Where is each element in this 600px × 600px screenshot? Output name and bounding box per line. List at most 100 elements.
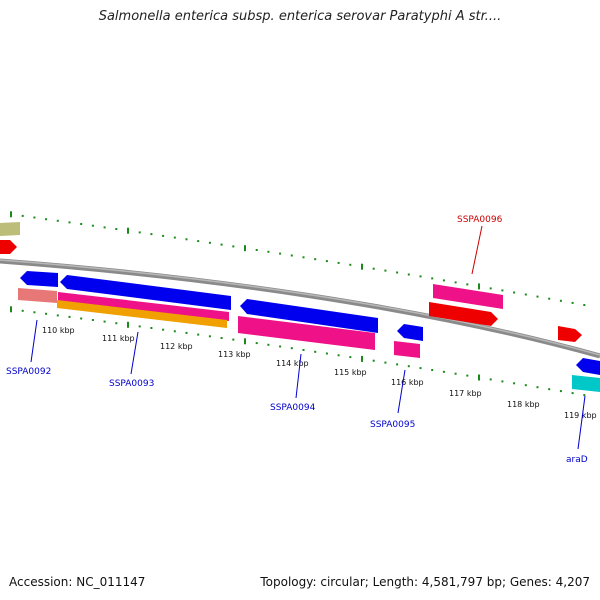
ruler-minor-tick bbox=[314, 258, 317, 261]
ruler-minor-tick bbox=[91, 319, 94, 321]
ruler-minor-tick bbox=[267, 250, 270, 253]
ruler-minor-tick bbox=[162, 328, 165, 331]
ruler-tick-label: 117 kbp bbox=[449, 389, 482, 398]
ruler-minor-tick bbox=[220, 337, 223, 339]
gene-label-sspa0093[interactable]: SSPA0093 bbox=[109, 379, 154, 389]
gene-feature-olive[interactable] bbox=[0, 222, 20, 236]
ruler-minor-tick bbox=[419, 367, 422, 370]
ruler-minor-tick bbox=[290, 347, 293, 350]
gene-label-sspa0092[interactable]: SSPA0092 bbox=[6, 367, 51, 377]
ruler-major-tick bbox=[361, 355, 363, 362]
ruler-minor-tick bbox=[208, 241, 211, 244]
gene-feature-sspa0095-pink[interactable] bbox=[394, 341, 420, 358]
ruler-minor-tick bbox=[314, 350, 317, 353]
ruler-minor-tick bbox=[21, 309, 24, 312]
gene-label-connector bbox=[30, 319, 38, 363]
ruler-minor-tick bbox=[431, 369, 434, 371]
gene-feature-arad-blue[interactable] bbox=[576, 358, 600, 375]
ruler-tick-label: 111 kbp bbox=[102, 334, 135, 343]
ruler-minor-tick bbox=[583, 304, 586, 306]
ruler-minor-tick bbox=[255, 342, 258, 345]
ruler-minor-tick bbox=[559, 299, 562, 302]
ruler-minor-tick bbox=[45, 312, 48, 315]
ruler-major-tick bbox=[127, 227, 129, 234]
ruler-minor-tick bbox=[442, 370, 445, 373]
gene-label-connector bbox=[130, 331, 139, 375]
ruler-tick-label: 116 kbp bbox=[391, 378, 424, 387]
ruler-minor-tick bbox=[185, 331, 188, 334]
ruler-minor-tick bbox=[173, 236, 176, 239]
gene-feature-arad-cyan[interactable] bbox=[572, 375, 600, 392]
ruler-tick-label: 119 kbp bbox=[564, 411, 597, 420]
gene-label-sspa0096[interactable]: SSPA0096 bbox=[457, 215, 503, 225]
ruler-minor-tick bbox=[489, 287, 492, 290]
ruler-minor-tick bbox=[302, 256, 305, 259]
inner-ruler-dots bbox=[10, 306, 586, 397]
ruler-minor-tick bbox=[337, 261, 340, 264]
outer-ruler-dots bbox=[10, 211, 586, 306]
ruler-minor-tick bbox=[220, 243, 223, 246]
gene-feature-sspa0094-pink[interactable] bbox=[238, 316, 375, 350]
ruler-minor-tick bbox=[501, 289, 504, 292]
ruler-minor-tick bbox=[536, 386, 539, 389]
ruler-minor-tick bbox=[384, 361, 387, 364]
ruler-major-tick bbox=[244, 245, 246, 252]
ruler-minor-tick bbox=[548, 388, 551, 391]
gene-feature-sspa0096-pink[interactable] bbox=[433, 284, 503, 309]
ruler-minor-tick bbox=[197, 333, 200, 336]
ruler-minor-tick bbox=[197, 240, 200, 243]
gene-label-arad[interactable]: araD bbox=[566, 455, 588, 465]
gene-feature-sspa0094-blue[interactable] bbox=[240, 299, 378, 333]
ruler-major-tick bbox=[127, 321, 129, 328]
ruler-minor-tick bbox=[396, 271, 399, 274]
ruler-minor-tick bbox=[466, 374, 469, 377]
ruler-minor-tick bbox=[150, 233, 153, 236]
ruler-minor-tick bbox=[103, 320, 106, 323]
gene-feature-sspa0095-blue[interactable] bbox=[397, 324, 423, 341]
gene-feature-sspa0092-salmon[interactable] bbox=[18, 288, 57, 303]
ruler-minor-tick bbox=[33, 311, 36, 314]
ruler-major-tick bbox=[478, 283, 480, 290]
ruler-major-tick bbox=[10, 211, 12, 218]
ruler-minor-tick bbox=[80, 317, 83, 320]
genome-title: Salmonella enterica subsp. enterica sero… bbox=[98, 9, 502, 24]
gene-feature-sspa0096-red[interactable] bbox=[429, 302, 498, 326]
ruler-major-tick bbox=[478, 374, 480, 381]
ruler-minor-tick bbox=[513, 382, 516, 385]
ruler-minor-tick bbox=[267, 343, 270, 346]
ruler-minor-tick bbox=[524, 293, 527, 296]
gene-label-sspa0094[interactable]: SSPA0094 bbox=[270, 403, 316, 413]
ruler-minor-tick bbox=[454, 372, 457, 375]
gene-feature-red-left[interactable] bbox=[0, 240, 17, 254]
gene-feature-sspa0093-orange[interactable] bbox=[57, 300, 227, 328]
ruler-tick-label: 110 kbp bbox=[42, 326, 75, 335]
ruler-tick-label: 114 kbp bbox=[276, 359, 309, 368]
ruler-minor-tick bbox=[150, 327, 153, 329]
ruler-minor-tick bbox=[255, 249, 258, 251]
gene-feature-sspa0092-blue[interactable] bbox=[20, 271, 58, 287]
ruler-minor-tick bbox=[138, 325, 141, 328]
ruler-minor-tick bbox=[407, 365, 410, 368]
ruler-minor-tick bbox=[325, 260, 328, 263]
ruler-minor-tick bbox=[419, 275, 422, 278]
ruler-major-tick bbox=[244, 338, 246, 345]
ruler-major-tick bbox=[10, 306, 12, 313]
ruler-minor-tick bbox=[162, 234, 165, 237]
gene-feature-red-right[interactable] bbox=[558, 326, 582, 342]
gene-label-sspa0095[interactable]: SSPA0095 bbox=[370, 420, 415, 430]
ruler-tick-labels: 110 kbp 111 kbp 112 kbp 113 kbp 114 kbp 115 k… bbox=[42, 326, 597, 420]
ruler-minor-tick bbox=[431, 277, 434, 280]
ruler-major-tick bbox=[361, 263, 363, 270]
gene-feature-sspa0093-blue[interactable] bbox=[60, 275, 231, 310]
ruler-minor-tick bbox=[466, 283, 469, 286]
ruler-minor-tick bbox=[56, 219, 59, 222]
ruler-minor-tick bbox=[384, 269, 387, 272]
ruler-minor-tick bbox=[56, 314, 59, 317]
ruler-minor-tick bbox=[571, 392, 574, 395]
ruler-minor-tick bbox=[232, 245, 235, 248]
ruler-minor-tick bbox=[173, 330, 176, 333]
gene-feature-sspa0093-pink[interactable] bbox=[58, 292, 229, 321]
ruler-minor-tick bbox=[571, 301, 574, 304]
genome-backbone bbox=[0, 258, 600, 359]
genome-summary: Topology: circular; Length: 4,581,797 bp… bbox=[260, 575, 590, 589]
